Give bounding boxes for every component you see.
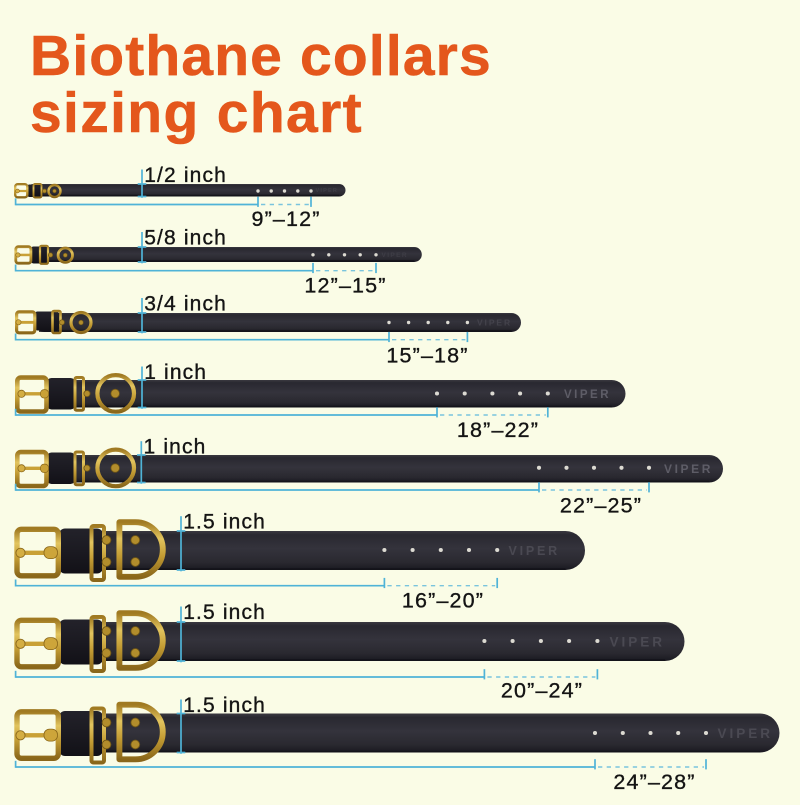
svg-text:12”–15”: 12”–15” — [304, 274, 386, 298]
svg-text:1 inch: 1 inch — [144, 436, 207, 459]
svg-text:15”–18”: 15”–18” — [386, 344, 468, 368]
svg-text:1/2 inch: 1/2 inch — [144, 164, 227, 187]
svg-text:16”–20”: 16”–20” — [402, 589, 484, 613]
svg-text:22”–25”: 22”–25” — [560, 494, 642, 518]
svg-text:5/8 inch: 5/8 inch — [144, 226, 227, 249]
svg-text:VIPER: VIPER — [508, 544, 560, 558]
svg-text:1.5 inch: 1.5 inch — [183, 601, 266, 624]
svg-text:1.5 inch: 1.5 inch — [183, 511, 266, 534]
svg-text:20”–24”: 20”–24” — [501, 679, 583, 703]
svg-text:VIPER: VIPER — [564, 389, 611, 401]
svg-text:VIPER: VIPER — [664, 462, 713, 476]
svg-text:VIPER: VIPER — [315, 188, 338, 194]
svg-text:1 inch: 1 inch — [144, 361, 207, 384]
svg-text:18”–22”: 18”–22” — [457, 418, 539, 442]
svg-text:VIPER: VIPER — [609, 634, 665, 649]
svg-text:VIPER: VIPER — [381, 252, 408, 259]
svg-text:9”–12”: 9”–12” — [251, 207, 320, 231]
svg-text:3/4 inch: 3/4 inch — [144, 292, 227, 315]
svg-text:VIPER: VIPER — [477, 318, 512, 328]
svg-text:VIPER: VIPER — [717, 726, 773, 741]
svg-text:1.5 inch: 1.5 inch — [183, 694, 266, 717]
svg-text:24”–28”: 24”–28” — [613, 770, 695, 794]
